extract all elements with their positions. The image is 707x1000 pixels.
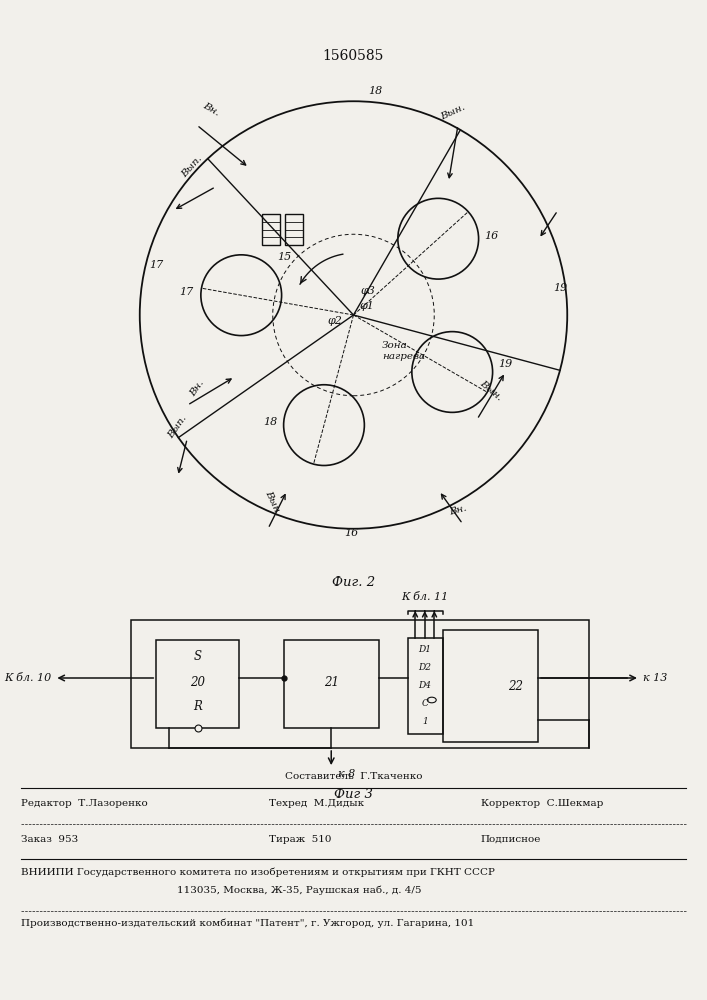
Text: S: S bbox=[194, 650, 201, 663]
Text: ВНИИПИ Государственного комитета по изобретениям и открытиям при ГКНТ СССР: ВНИИПИ Государственного комитета по изоб… bbox=[21, 867, 495, 877]
Text: 20: 20 bbox=[190, 676, 205, 689]
Text: Вып.: Вып. bbox=[180, 154, 204, 179]
Text: Вып.: Вып. bbox=[167, 414, 189, 440]
Text: D1: D1 bbox=[419, 645, 431, 654]
Text: Подписное: Подписное bbox=[481, 835, 541, 844]
Bar bbox=[285, 214, 303, 245]
Bar bbox=[131, 620, 589, 748]
Text: Заказ  953: Заказ 953 bbox=[21, 835, 78, 844]
Text: Составитель  Г.Ткаченко: Составитель Г.Ткаченко bbox=[285, 772, 422, 781]
Text: Корректор  С.Шекмар: Корректор С.Шекмар bbox=[481, 799, 603, 808]
Text: Вн.: Вн. bbox=[188, 378, 206, 398]
Text: D2: D2 bbox=[419, 663, 431, 672]
Text: Техред  М.Дидык: Техред М.Дидык bbox=[269, 799, 364, 808]
Bar bbox=[284, 640, 379, 728]
Text: Фиг 3: Фиг 3 bbox=[334, 788, 373, 801]
Text: D4: D4 bbox=[419, 681, 431, 690]
Text: φ2: φ2 bbox=[327, 316, 342, 326]
Text: 1: 1 bbox=[422, 717, 428, 726]
Text: 1560585: 1560585 bbox=[323, 49, 384, 63]
Text: Вын.: Вын. bbox=[479, 379, 504, 402]
Text: к 8: к 8 bbox=[338, 769, 355, 779]
Text: 17: 17 bbox=[149, 259, 163, 269]
Text: к 13: к 13 bbox=[643, 673, 667, 683]
Bar bbox=[443, 630, 538, 742]
Text: Вын.: Вын. bbox=[440, 103, 467, 122]
Text: R: R bbox=[193, 700, 202, 713]
Text: Тираж  510: Тираж 510 bbox=[269, 835, 331, 844]
Text: 18: 18 bbox=[368, 86, 382, 96]
Bar bbox=[408, 638, 443, 734]
Text: 16: 16 bbox=[484, 231, 498, 241]
Text: 17: 17 bbox=[180, 287, 194, 297]
Text: 16: 16 bbox=[344, 528, 358, 538]
Text: C: C bbox=[421, 699, 428, 708]
Text: 19: 19 bbox=[553, 283, 567, 293]
Text: 21: 21 bbox=[324, 676, 339, 689]
Text: Производственно-издательский комбинат "Патент", г. Ужгород, ул. Гагарина, 101: Производственно-издательский комбинат "П… bbox=[21, 918, 474, 928]
Text: 113035, Москва, Ж-35, Раушская наб., д. 4/5: 113035, Москва, Ж-35, Раушская наб., д. … bbox=[177, 885, 421, 895]
Text: 22: 22 bbox=[508, 680, 523, 693]
Text: К бл. 11: К бл. 11 bbox=[402, 592, 449, 602]
Text: К бл. 10: К бл. 10 bbox=[4, 673, 52, 683]
Bar bbox=[156, 640, 239, 728]
Text: Фиг. 2: Фиг. 2 bbox=[332, 576, 375, 589]
Text: Вн.: Вн. bbox=[201, 101, 221, 117]
Text: 15: 15 bbox=[278, 252, 292, 262]
Text: Зона
нагрева: Зона нагрева bbox=[382, 341, 425, 361]
Text: Вын.: Вын. bbox=[263, 489, 282, 516]
Bar bbox=[262, 214, 280, 245]
Text: 19: 19 bbox=[498, 359, 513, 369]
Text: Редактор  Т.Лазоренко: Редактор Т.Лазоренко bbox=[21, 799, 148, 808]
Text: φ3: φ3 bbox=[361, 286, 375, 296]
Text: φ1: φ1 bbox=[359, 301, 374, 311]
Text: Вн.: Вн. bbox=[448, 503, 468, 516]
Text: 18: 18 bbox=[264, 417, 278, 427]
